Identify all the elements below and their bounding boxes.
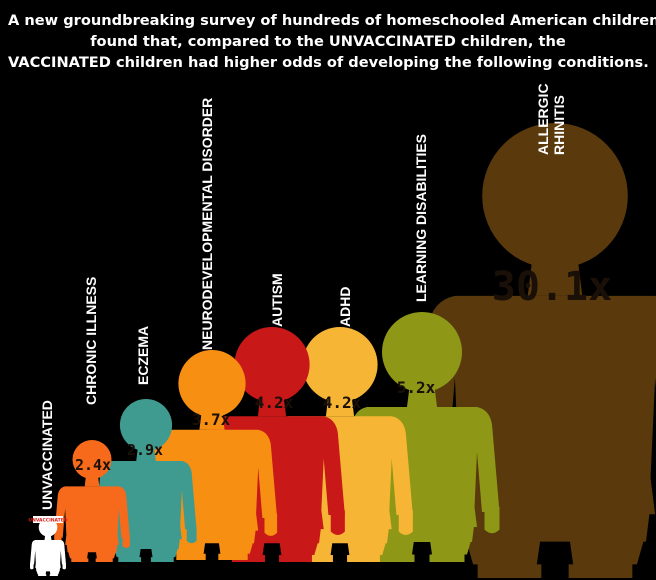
- value-label-chronic-illness: 2.4x: [75, 456, 111, 474]
- category-label-autism: AUTISM: [269, 273, 285, 327]
- category-label-allergic-rhinitis-1: ALLERGIC: [535, 83, 551, 155]
- category-label-chronic-illness: CHRONIC ILLNESS: [83, 277, 99, 405]
- category-label-allergic-rhinitis-2: RHINITIS: [551, 95, 567, 155]
- category-label-unvaccinated: UNVACCINATED: [39, 400, 55, 510]
- headline-line-3: VACCINATED children had higher odds of d…: [8, 54, 649, 71]
- category-label-learning-disabilities: LEARNING DISABILITIES: [413, 134, 429, 302]
- value-label-neurodevelopmental-disorder: 3.7x: [192, 410, 231, 429]
- value-label-autism: 4.2x: [255, 393, 294, 412]
- value-label-learning-disabilities: 5.2x: [397, 378, 436, 397]
- value-label-eczema: 2.9x: [127, 441, 163, 459]
- baseline-badge-bg: [33, 516, 63, 523]
- category-label-neurodevelopmental-disorder: NEURODEVELOPMENTAL DISORDER: [199, 98, 215, 350]
- baseline-badge: UNVACCINATED: [28, 518, 67, 524]
- headline-line-1: A new groundbreaking survey of hundreds …: [8, 12, 656, 29]
- headline-line-2: found that, compared to the UNVACCINATED…: [90, 33, 566, 50]
- category-label-adhd: ADHD: [337, 287, 353, 327]
- value-label-adhd: 4.2x: [323, 393, 362, 412]
- category-label-eczema: ECZEMA: [135, 326, 151, 385]
- headline: A new groundbreaking survey of hundreds …: [8, 10, 656, 73]
- value-label-allergic-rhinitis: 30.1x: [492, 264, 612, 310]
